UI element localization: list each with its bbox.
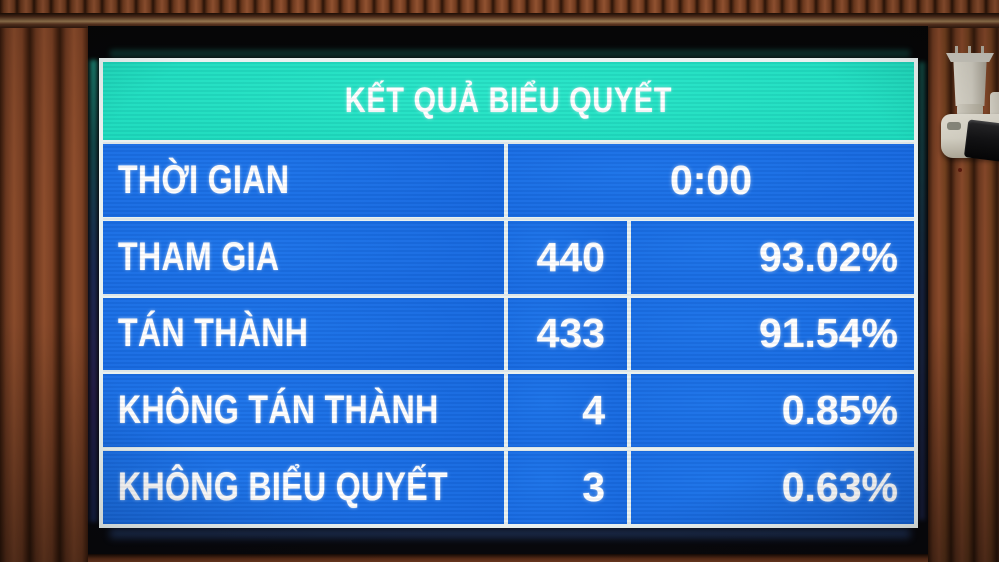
- count-text: 4: [582, 387, 605, 434]
- row-label-text: THAM GIA: [118, 234, 280, 279]
- screen-glow-right: [919, 62, 925, 520]
- percent-text: 0.63%: [781, 464, 898, 511]
- camera-neck: [957, 104, 983, 116]
- wood-slats-left: [0, 28, 88, 562]
- screen-glow-bottom: [110, 529, 910, 538]
- camera-screw: [955, 46, 958, 54]
- percent-text: 93.02%: [758, 233, 898, 280]
- board-title: KẾT QUẢ BIỂU QUYẾT: [103, 62, 914, 140]
- count-khong-tan-thanh: 4: [508, 374, 627, 448]
- row-label-tan-thanh: TÁN THÀNH: [103, 297, 504, 371]
- camera-screw: [981, 46, 984, 54]
- vote-results-board: KẾT QUẢ BIỂU QUYẾT THỜI GIAN 0:00 THAM G…: [99, 58, 918, 528]
- camera-side-housing: [990, 92, 999, 126]
- count-text: 3: [582, 464, 605, 511]
- board-title-text: KẾT QUẢ BIỂU QUYẾT: [344, 81, 673, 120]
- camera-mount-column: [953, 62, 987, 106]
- wood-rail: [0, 13, 999, 29]
- percent-khong-bieu-quyet: 0.63%: [631, 451, 914, 524]
- count-khong-bieu-quyet: 3: [508, 451, 627, 524]
- percent-khong-tan-thanh: 0.85%: [631, 374, 914, 448]
- row-label-text: KHÔNG BIỂU QUYẾT: [118, 465, 448, 510]
- count-tan-thanh: 433: [508, 297, 627, 371]
- percent-text: 0.85%: [781, 387, 898, 434]
- row-label-text: TÁN THÀNH: [118, 311, 309, 356]
- time-value-text: 0:00: [669, 156, 753, 203]
- time-value: 0:00: [508, 144, 914, 217]
- row-label-text: KHÔNG TÁN THÀNH: [118, 388, 439, 433]
- camera-mount-plate: [946, 53, 994, 62]
- count-text: 440: [536, 233, 605, 280]
- camera-lens-icon: [963, 119, 999, 163]
- row-label-thoi-gian: THỜI GIAN: [103, 144, 504, 217]
- percent-tan-thanh: 91.54%: [631, 297, 914, 371]
- row-label-text: THỜI GIAN: [118, 157, 290, 202]
- count-text: 433: [536, 310, 605, 357]
- row-label-tham-gia: THAM GIA: [103, 220, 504, 294]
- wood-stain: [958, 168, 962, 172]
- percent-text: 91.54%: [758, 310, 898, 357]
- camera-vent: [947, 122, 961, 130]
- security-camera: [938, 40, 999, 172]
- row-label-khong-bieu-quyet: KHÔNG BIỂU QUYẾT: [103, 451, 504, 524]
- screen-glow-top: [110, 50, 910, 57]
- count-tham-gia: 440: [508, 220, 627, 294]
- wood-strip-bottom: [88, 554, 928, 562]
- row-label-khong-tan-thanh: KHÔNG TÁN THÀNH: [103, 374, 504, 448]
- camera-screw: [968, 46, 971, 54]
- percent-tham-gia: 93.02%: [631, 220, 914, 294]
- screen-glow-left: [90, 60, 97, 522]
